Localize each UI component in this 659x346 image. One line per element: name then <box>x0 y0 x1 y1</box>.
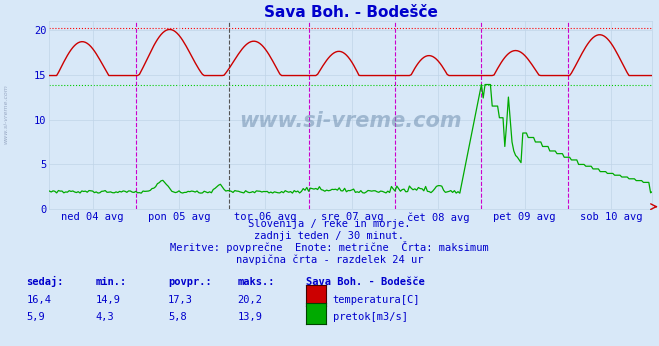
Text: pretok[m3/s]: pretok[m3/s] <box>333 312 408 322</box>
Text: 5,8: 5,8 <box>168 312 186 322</box>
Text: 17,3: 17,3 <box>168 295 193 305</box>
Text: min.:: min.: <box>96 277 127 288</box>
Text: maks.:: maks.: <box>237 277 275 288</box>
Text: Slovenija / reke in morje.: Slovenija / reke in morje. <box>248 219 411 229</box>
Text: 13,9: 13,9 <box>237 312 262 322</box>
Text: 14,9: 14,9 <box>96 295 121 305</box>
Text: 16,4: 16,4 <box>26 295 51 305</box>
Text: www.si-vreme.com: www.si-vreme.com <box>4 84 9 144</box>
Text: 20,2: 20,2 <box>237 295 262 305</box>
Text: zadnji teden / 30 minut.: zadnji teden / 30 minut. <box>254 231 405 241</box>
Text: sedaj:: sedaj: <box>26 276 64 288</box>
Text: www.si-vreme.com: www.si-vreme.com <box>240 111 462 131</box>
Text: 5,9: 5,9 <box>26 312 45 322</box>
Text: 4,3: 4,3 <box>96 312 114 322</box>
Text: temperatura[C]: temperatura[C] <box>333 295 420 305</box>
Text: navpična črta - razdelek 24 ur: navpična črta - razdelek 24 ur <box>236 254 423 265</box>
Text: Meritve: povprečne  Enote: metrične  Črta: maksimum: Meritve: povprečne Enote: metrične Črta:… <box>170 241 489 253</box>
Title: Sava Boh. - Bodešče: Sava Boh. - Bodešče <box>264 4 438 20</box>
Text: povpr.:: povpr.: <box>168 277 212 288</box>
Text: Sava Boh. - Bodešče: Sava Boh. - Bodešče <box>306 277 425 288</box>
